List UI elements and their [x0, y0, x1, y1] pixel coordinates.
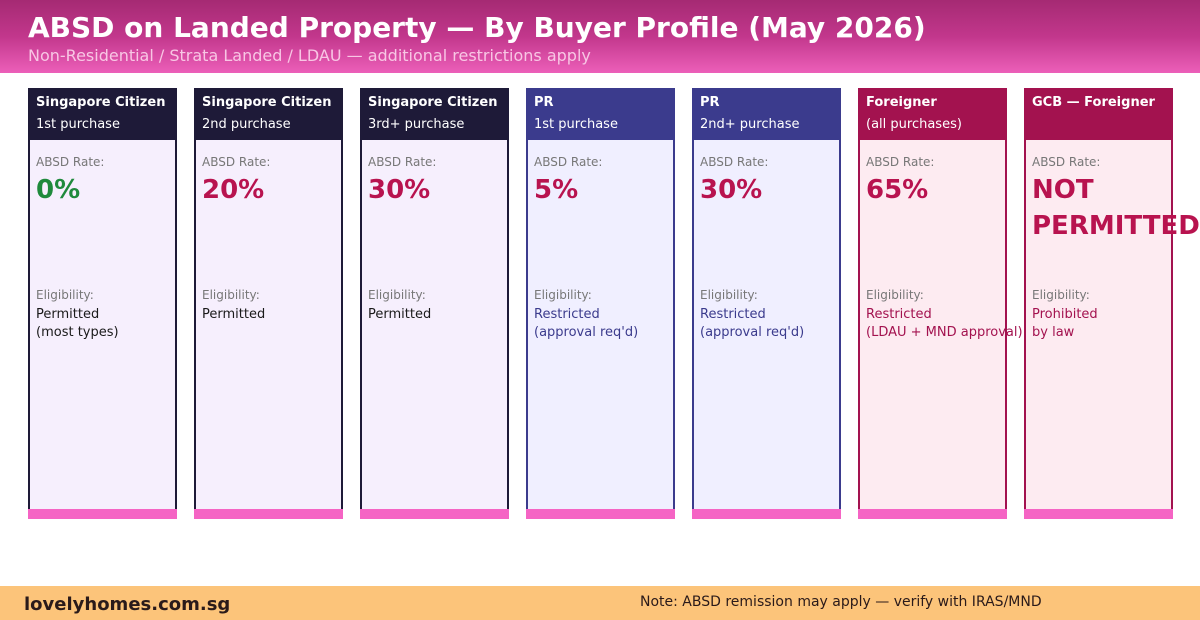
absd-rate-label: ABSD Rate:: [368, 155, 437, 169]
absd-rate-label: ABSD Rate:: [866, 155, 935, 169]
eligibility-value: Permitted: [368, 307, 432, 322]
absd-rate-value: 65%: [866, 175, 929, 205]
buyer-card: Singapore Citizen 1st purchase ABSD Rate: 0…: [28, 88, 177, 519]
card-body: ABSD Rate: 5% Eligibility: Restricted (appr…: [526, 140, 675, 509]
eligibility-label: Eligibility:: [1032, 288, 1090, 302]
buyer-type: PR: [700, 95, 720, 110]
card-body: ABSD Rate: 0% Eligibility: Permitted (most …: [28, 140, 177, 509]
card-accent-bar: [1024, 509, 1173, 519]
page-footer: lovelyhomes.com.sg Note: ABSD remission …: [0, 586, 1200, 620]
card-header: Singapore Citizen 3rd+ purchase: [360, 88, 509, 140]
card-body: ABSD Rate: NOT PERMITTED Eligibility: Prohi…: [1024, 140, 1200, 509]
card-accent-bar: [526, 509, 675, 519]
card-accent-bar: [858, 509, 1007, 519]
purchase-number: 1st purchase: [36, 117, 120, 132]
eligibility-value: Restricted (approval req'd): [700, 307, 805, 340]
eligibility-label: Eligibility:: [534, 288, 592, 302]
eligibility-value: Restricted (LDAU + MND approval): [866, 307, 1023, 340]
page-subtitle: Non-Residential / Strata Landed / LDAU —…: [28, 46, 591, 65]
page-title: ABSD on Landed Property — By Buyer Profi…: [28, 11, 926, 44]
absd-rate-value: 30%: [368, 175, 431, 205]
card-body: ABSD Rate: 65% Eligibility: Restricted (LDA…: [858, 140, 1023, 509]
buyer-card: GCB — Foreigner ABSD Rate: NOT PERMITTED El…: [1024, 88, 1200, 519]
buyer-type: Singapore Citizen: [36, 95, 166, 110]
card-header: GCB — Foreigner: [1024, 88, 1173, 140]
card-body: ABSD Rate: 30% Eligibility: Restricted (app…: [692, 140, 841, 509]
buyer-card: PR 2nd+ purchase ABSD Rate: 30% Eligibility:…: [692, 88, 841, 519]
purchase-number: 1st purchase: [534, 117, 618, 132]
card-header: Foreigner (all purchases): [858, 88, 1007, 140]
absd-rate-value: 20%: [202, 175, 265, 205]
buyer-type: Singapore Citizen: [202, 95, 332, 110]
eligibility-label: Eligibility:: [700, 288, 758, 302]
card-header: PR 2nd+ purchase: [692, 88, 841, 140]
purchase-number: (all purchases): [866, 117, 962, 132]
absd-rate-value: 30%: [700, 175, 763, 205]
buyer-card: PR 1st purchase ABSD Rate: 5% Eligibility: Re…: [526, 88, 675, 519]
card-accent-bar: [194, 509, 343, 519]
page-header: ABSD on Landed Property — By Buyer Profi…: [0, 0, 1200, 73]
eligibility-label: Eligibility:: [368, 288, 426, 302]
card-header: PR 1st purchase: [526, 88, 675, 140]
buyer-type: Singapore Citizen: [368, 95, 498, 110]
card-body: ABSD Rate: 30% Eligibility: Permitted: [360, 140, 509, 509]
eligibility-value: Permitted (most types): [36, 307, 119, 340]
eligibility-value: Restricted (approval req'd): [534, 307, 639, 340]
buyer-card: Singapore Citizen 3rd+ purchase ABSD Rate:…: [360, 88, 509, 519]
brand-name: lovelyhomes.com.sg: [24, 594, 231, 615]
eligibility-value: Prohibited by law: [1032, 307, 1098, 340]
buyer-card: Foreigner (all purchases) ABSD Rate: 65% Eli…: [858, 88, 1023, 519]
buyer-card: Singapore Citizen 2nd purchase ABSD Rate: 2…: [194, 88, 343, 519]
footer-note: Note: ABSD remission may apply — verify …: [640, 594, 1042, 610]
eligibility-label: Eligibility:: [202, 288, 260, 302]
buyer-type: Foreigner: [866, 95, 937, 110]
absd-rate-label: ABSD Rate:: [202, 155, 271, 169]
absd-rate-label: ABSD Rate:: [1032, 155, 1101, 169]
absd-rate-value: NOT PERMITTED: [1032, 175, 1200, 241]
eligibility-value: Permitted: [202, 307, 266, 322]
absd-rate-label: ABSD Rate:: [700, 155, 769, 169]
card-accent-bar: [692, 509, 841, 519]
eligibility-label: Eligibility:: [36, 288, 94, 302]
purchase-number: 2nd purchase: [202, 117, 291, 132]
absd-rate-value: 0%: [36, 175, 81, 205]
buyer-type: PR: [534, 95, 554, 110]
purchase-number: 3rd+ purchase: [368, 117, 465, 132]
eligibility-label: Eligibility:: [866, 288, 924, 302]
card-header: Singapore Citizen 2nd purchase: [194, 88, 343, 140]
absd-rate-label: ABSD Rate:: [534, 155, 603, 169]
card-body: ABSD Rate: 20% Eligibility: Permitted: [194, 140, 343, 509]
absd-rate-value: 5%: [534, 175, 579, 205]
card-accent-bar: [28, 509, 177, 519]
buyer-type: GCB — Foreigner: [1032, 95, 1155, 110]
absd-rate-label: ABSD Rate:: [36, 155, 105, 169]
card-header: Singapore Citizen 1st purchase: [28, 88, 177, 140]
purchase-number: 2nd+ purchase: [700, 117, 800, 132]
card-accent-bar: [360, 509, 509, 519]
